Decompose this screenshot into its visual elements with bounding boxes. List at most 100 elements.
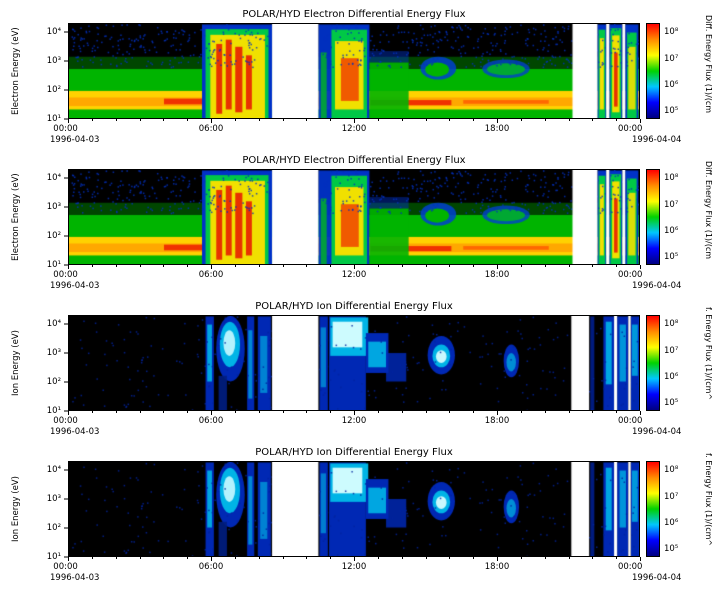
colorbar-tick-label: 10⁷	[664, 199, 679, 210]
x-tick-label: 18:00	[484, 124, 510, 134]
y-tick-label: 10²	[46, 522, 61, 533]
x-tick-label: 00:00	[53, 416, 78, 426]
x-tick-label: 00:00	[617, 270, 643, 280]
x-start-date: 1996-04-03	[50, 281, 100, 291]
spectrogram-canvas	[69, 170, 639, 264]
y-axis-ticks: 10⁴ 10³ 10² 10¹	[28, 315, 68, 416]
panel-electron-1: POLAR/HYD Electron Differential Energy F…	[11, 6, 713, 152]
y-tick-label: 10¹	[46, 406, 61, 416]
spectrogram-canvas	[69, 316, 639, 410]
y-tick-label: 10²	[46, 84, 61, 95]
y-axis-ticks: 10⁴ 10³ 10² 10¹	[28, 23, 68, 124]
panel-title: POLAR/HYD Electron Differential Energy F…	[242, 9, 466, 20]
panel-electron-2: POLAR/HYD Electron Differential Energy F…	[11, 152, 713, 298]
y-axis-label: Electron Energy (eV)	[11, 27, 21, 115]
y-axis-ticks: 10⁴ 10³ 10² 10¹	[28, 461, 68, 562]
colorbar-tick-label: 10⁸	[664, 465, 679, 476]
colorbar-tick-label: 10⁵	[664, 544, 679, 555]
x-tick-label: 18:00	[484, 416, 510, 426]
y-tick-label: 10³	[46, 201, 61, 212]
colorbar-tick-label: 10⁷	[664, 345, 679, 356]
spectrogram-canvas	[69, 462, 639, 556]
x-tick-label: 00:00	[53, 562, 78, 572]
x-tick-label: 06:00	[198, 562, 224, 572]
y-tick-label: 10¹	[46, 260, 61, 270]
colorbar-tick-label: 10⁸	[664, 27, 679, 38]
y-tick-label: 10⁴	[46, 318, 61, 329]
colorbar-tick-label: 10⁶	[664, 225, 679, 236]
x-tick-label: 06:00	[198, 270, 224, 280]
y-tick-label: 10³	[46, 55, 61, 66]
colorbar-gradient	[647, 316, 659, 410]
colorbar-gradient	[647, 170, 659, 264]
spectrogram-canvas	[69, 24, 639, 118]
x-tick-label: 06:00	[198, 124, 224, 134]
y-tick-label: 10¹	[46, 114, 61, 124]
colorbar-label: f. Energy Flux (1)/(cm^	[704, 307, 713, 401]
colorbar	[646, 169, 660, 265]
colorbar-ticks: 10⁸ 10⁷ 10⁶ 10⁵	[660, 169, 692, 265]
y-tick-label: 10¹	[46, 552, 61, 562]
colorbar-tick-label: 10⁵	[664, 106, 679, 117]
colorbar-ticks: 10⁸ 10⁷ 10⁶ 10⁵	[660, 23, 692, 119]
panel-title: POLAR/HYD Ion Differential Energy Flux	[255, 447, 453, 458]
colorbar-label: Diff. Energy Flux (1)/(cm	[704, 15, 713, 114]
spectrogram-plot-area	[68, 169, 640, 265]
colorbar-tick-label: 10⁸	[664, 319, 679, 330]
x-axis: 00:00 06:00 12:00 18:00 00:00 1996-04-03…	[50, 119, 681, 152]
colorbar-ticks: 10⁸ 10⁷ 10⁶ 10⁵	[660, 461, 692, 557]
x-tick-label: 12:00	[341, 562, 367, 572]
x-start-date: 1996-04-03	[50, 427, 100, 437]
panel-ion-1: POLAR/HYD Ion Differential Energy Flux I…	[11, 298, 713, 444]
panel-title: POLAR/HYD Electron Differential Energy F…	[242, 155, 466, 166]
colorbar-tick-label: 10⁶	[664, 79, 679, 90]
x-tick-label: 00:00	[617, 562, 643, 572]
y-tick-label: 10³	[46, 493, 61, 504]
colorbar-gradient	[647, 462, 659, 556]
colorbar	[646, 315, 660, 411]
x-start-date: 1996-04-03	[50, 573, 100, 583]
colorbar-tick-label: 10⁵	[664, 252, 679, 263]
y-tick-label: 10³	[46, 347, 61, 358]
x-tick-label: 12:00	[341, 270, 367, 280]
x-end-date: 1996-04-04	[632, 427, 682, 437]
x-tick-label: 18:00	[484, 562, 510, 572]
colorbar-tick-label: 10⁸	[664, 173, 679, 184]
colorbar-label: f. Energy Flux (1)/(cm^	[704, 453, 713, 547]
colorbar	[646, 23, 660, 119]
spectrogram-plot-area	[68, 461, 640, 557]
x-axis: 00:00 06:00 12:00 18:00 00:00 1996-04-03…	[50, 265, 681, 298]
panel-title: POLAR/HYD Ion Differential Energy Flux	[255, 301, 453, 312]
x-end-date: 1996-04-04	[632, 281, 682, 291]
colorbar-ticks: 10⁸ 10⁷ 10⁶ 10⁵	[660, 315, 692, 411]
x-axis: 00:00 06:00 12:00 18:00 00:00 1996-04-03…	[50, 411, 681, 444]
colorbar-label: Diff. Energy Flux (1)/(cm	[704, 161, 713, 260]
y-tick-label: 10⁴	[46, 172, 61, 183]
x-end-date: 1996-04-04	[632, 135, 682, 145]
colorbar-tick-label: 10⁵	[664, 398, 679, 409]
x-tick-label: 00:00	[53, 270, 78, 280]
x-start-date: 1996-04-03	[50, 135, 100, 145]
panel-ion-2: POLAR/HYD Ion Differential Energy Flux I…	[11, 444, 713, 590]
y-axis-ticks: 10⁴ 10³ 10² 10¹	[28, 169, 68, 270]
y-axis-label: Ion Energy (eV)	[11, 476, 21, 542]
x-tick-label: 00:00	[617, 124, 643, 134]
y-tick-label: 10²	[46, 230, 61, 241]
x-tick-label: 12:00	[341, 124, 367, 134]
x-tick-label: 00:00	[617, 416, 643, 426]
y-axis-label: Electron Energy (eV)	[11, 173, 21, 261]
colorbar-gradient	[647, 24, 659, 118]
y-tick-label: 10²	[46, 376, 61, 387]
x-tick-label: 06:00	[198, 416, 224, 426]
x-tick-label: 00:00	[53, 124, 78, 134]
y-axis-label: Ion Energy (eV)	[11, 330, 21, 396]
x-axis: 00:00 06:00 12:00 18:00 00:00 1996-04-03…	[50, 557, 681, 590]
colorbar-tick-label: 10⁷	[664, 491, 679, 502]
y-tick-label: 10⁴	[46, 26, 61, 37]
colorbar-tick-label: 10⁶	[664, 517, 679, 528]
spectrogram-plot-area	[68, 315, 640, 411]
x-end-date: 1996-04-04	[632, 573, 682, 583]
x-tick-label: 18:00	[484, 270, 510, 280]
y-tick-label: 10⁴	[46, 464, 61, 475]
